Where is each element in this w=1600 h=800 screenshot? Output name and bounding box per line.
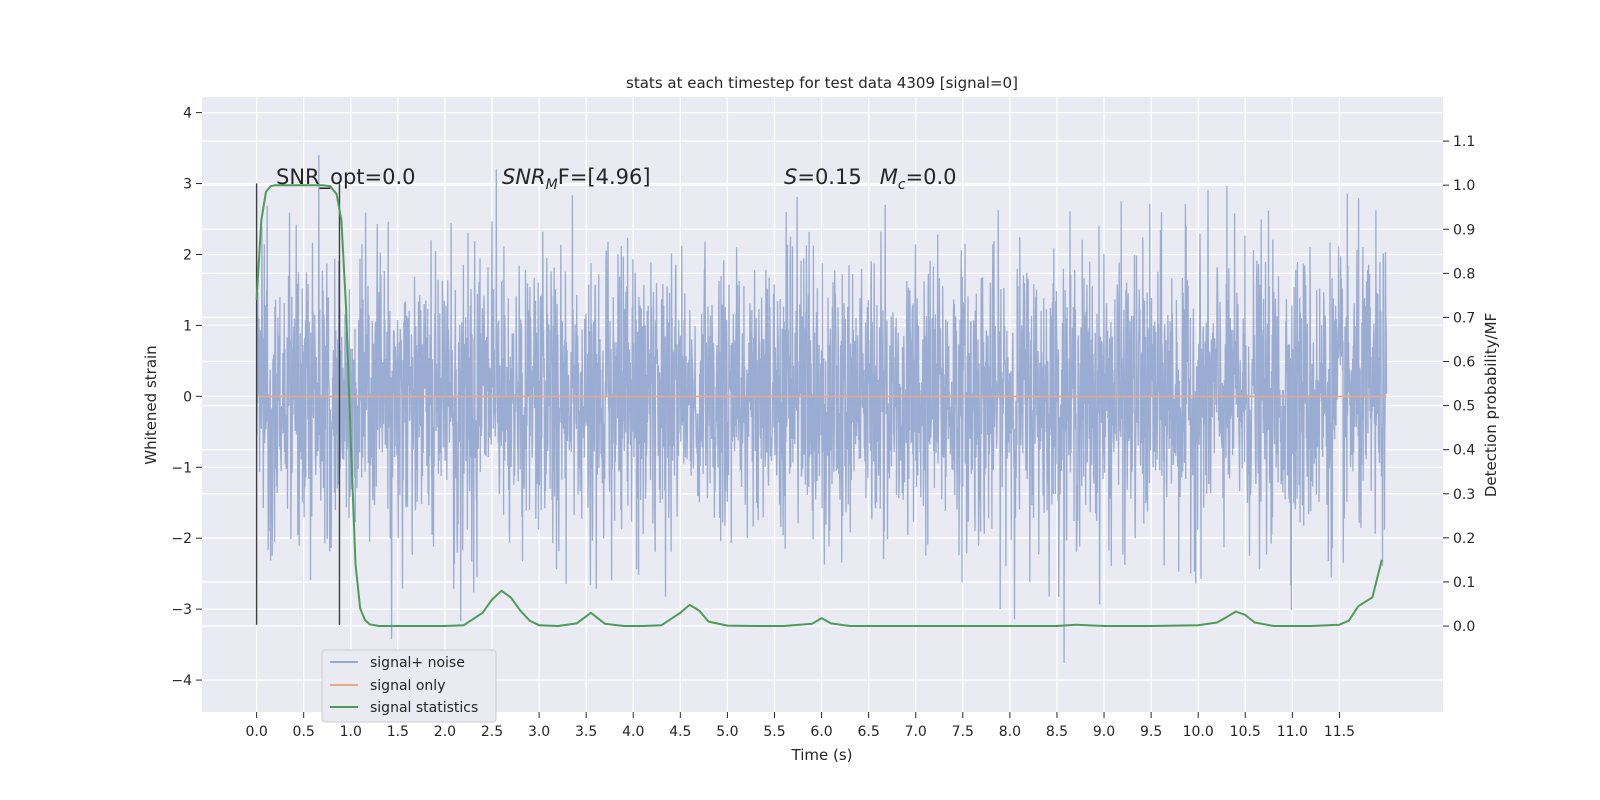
y-axis-ticks: 4 3 2 1 0 −1 −2 −3 −4 bbox=[171, 106, 202, 689]
y-tick-label: −2 bbox=[171, 531, 192, 547]
x-tick-label: 5.0 bbox=[716, 724, 738, 740]
x-tick-label: 11.0 bbox=[1277, 724, 1308, 740]
y2-tick-label: 0.7 bbox=[1453, 310, 1475, 326]
annotation-s-symbol: S bbox=[784, 165, 797, 189]
signal-plus-noise-line bbox=[255, 154, 1388, 664]
x-tick-label: 0.5 bbox=[293, 724, 315, 740]
y2-tick-label: 0.4 bbox=[1453, 443, 1475, 459]
signal-statistics-line bbox=[255, 184, 1383, 627]
x-tick-label: 6.0 bbox=[810, 724, 832, 740]
y2-axis-ticks: 1.1 1.0 0.9 0.8 0.7 0.6 0.5 0.4 0.3 0.2 0.1 0.0 bbox=[1443, 134, 1475, 635]
x-tick-label: 1.0 bbox=[340, 724, 362, 740]
markers bbox=[255, 183, 341, 625]
x-tick-label: 2.0 bbox=[434, 724, 456, 740]
x-tick-label: 0.0 bbox=[245, 724, 267, 740]
y-tick-label: 1 bbox=[183, 318, 192, 334]
y2-tick-label: 0.3 bbox=[1453, 487, 1475, 503]
y-tick-label: 0 bbox=[183, 389, 192, 405]
x-tick-label: 5.5 bbox=[763, 724, 785, 740]
annotation-s-value: =0.15 bbox=[797, 165, 861, 189]
y2-tick-label: 0.8 bbox=[1453, 266, 1475, 282]
x-tick-label: 10.0 bbox=[1183, 724, 1214, 740]
y2-tick-label: 0.5 bbox=[1453, 399, 1475, 415]
y-axis-title: Whitened strain bbox=[142, 345, 160, 464]
y2-tick-label: 1.1 bbox=[1453, 134, 1475, 150]
annotation-snr-opt: SNR_opt=0.0 bbox=[276, 165, 416, 190]
legend-label-signal-plus-noise: signal+ noise bbox=[370, 655, 465, 671]
annotation-snr-mf: SNRMF=[4.96] bbox=[502, 165, 651, 193]
y2-tick-label: 0.1 bbox=[1453, 575, 1475, 591]
y2-tick-label: 0.0 bbox=[1453, 619, 1475, 635]
x-tick-label: 4.0 bbox=[622, 724, 644, 740]
y-tick-label: −3 bbox=[171, 602, 192, 618]
series-signal-statistics bbox=[255, 184, 1383, 627]
y2-tick-label: 0.2 bbox=[1453, 531, 1475, 547]
annotation-s-mc: S=0.15 Mc=0.0 bbox=[784, 165, 957, 193]
annotation-snr-mf-value: F=[4.96] bbox=[558, 165, 651, 189]
x-tick-label: 9.0 bbox=[1093, 724, 1115, 740]
y2-axis-title: Detection probability/MF bbox=[1482, 313, 1500, 497]
annotation-mc-value: =0.0 bbox=[906, 165, 957, 189]
x-tick-label: 7.5 bbox=[952, 724, 974, 740]
y-tick-label: 4 bbox=[183, 106, 192, 122]
x-tick-label: 1.5 bbox=[387, 724, 409, 740]
x-tick-label: 10.5 bbox=[1230, 724, 1261, 740]
legend-box bbox=[321, 649, 497, 723]
x-axis-ticks: 0.0 0.5 1.0 1.5 2.0 2.5 3.0 3.5 4.0 4.5 5.0 5.5 6.0 6… bbox=[245, 712, 1355, 740]
y-tick-label: −4 bbox=[171, 673, 192, 689]
chart-title: stats at each timestep for test data 430… bbox=[626, 74, 1018, 92]
annotation-mc-symbol: M bbox=[880, 165, 898, 189]
y2-tick-label: 0.6 bbox=[1453, 355, 1475, 371]
series-signal-plus-noise bbox=[255, 154, 1388, 664]
x-tick-label: 2.5 bbox=[481, 724, 503, 740]
x-tick-label: 6.5 bbox=[858, 724, 880, 740]
x-axis-title: Time (s) bbox=[791, 746, 853, 764]
annotation-snr-mf-subscript: M bbox=[546, 177, 558, 193]
y-tick-label: 2 bbox=[183, 247, 192, 263]
x-tick-label: 8.5 bbox=[1046, 724, 1068, 740]
x-tick-label: 4.5 bbox=[669, 724, 691, 740]
x-tick-label: 11.5 bbox=[1324, 724, 1355, 740]
y-tick-label: −1 bbox=[171, 460, 192, 476]
annotation-mc-subscript: c bbox=[898, 177, 906, 193]
y-tick-label: 3 bbox=[183, 177, 192, 193]
y2-tick-label: 0.9 bbox=[1453, 222, 1475, 238]
x-tick-label: 9.5 bbox=[1140, 724, 1162, 740]
legend: signal+ noise signal only signal statist… bbox=[321, 649, 497, 723]
annotation-snr-mf-symbol: SNR bbox=[502, 165, 546, 189]
x-tick-label: 3.0 bbox=[528, 724, 550, 740]
y2-tick-label: 1.0 bbox=[1453, 178, 1475, 194]
legend-label-signal-statistics: signal statistics bbox=[370, 700, 478, 716]
x-tick-label: 3.5 bbox=[575, 724, 597, 740]
legend-label-signal-only: signal only bbox=[370, 678, 445, 694]
x-tick-label: 7.0 bbox=[905, 724, 927, 740]
x-tick-label: 8.0 bbox=[999, 724, 1021, 740]
